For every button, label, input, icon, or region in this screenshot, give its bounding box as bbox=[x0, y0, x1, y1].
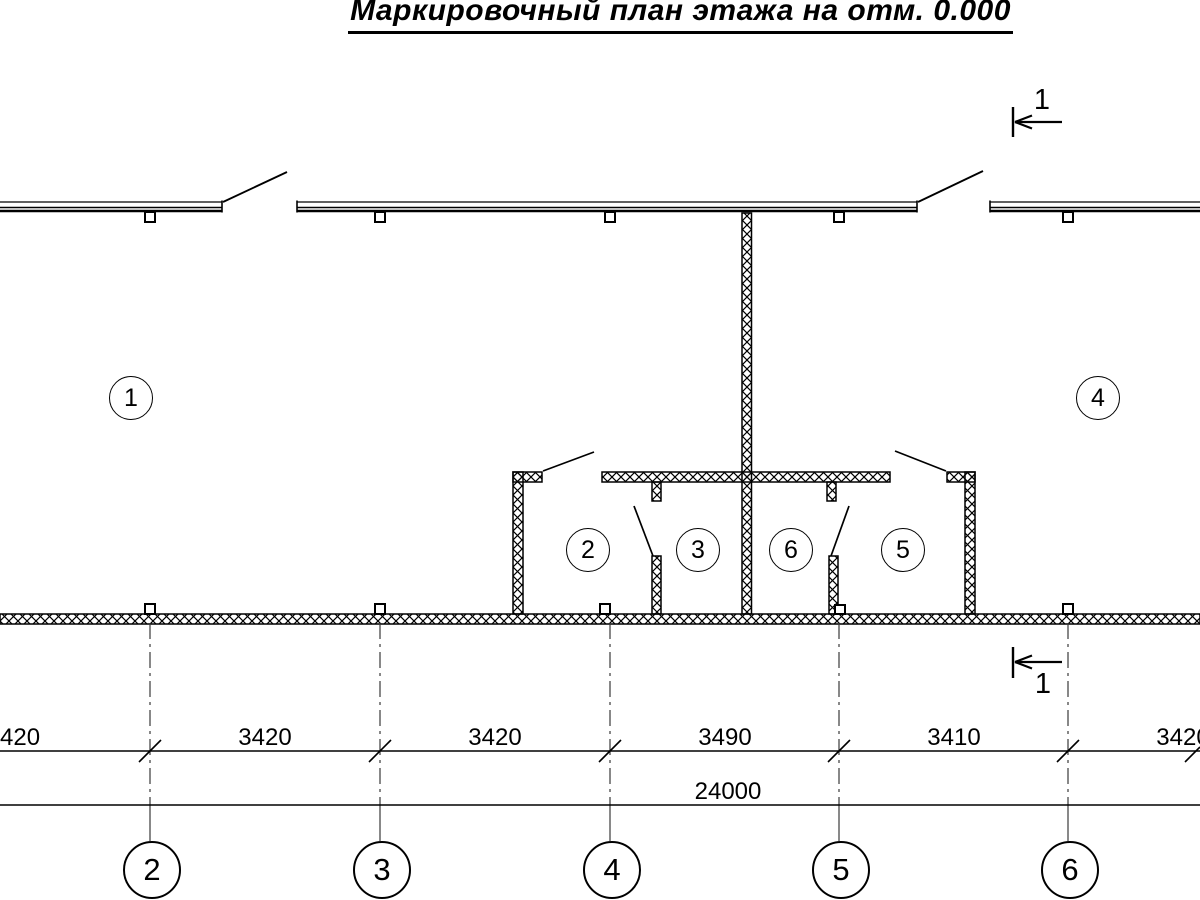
room-bubble-6: 6 bbox=[769, 528, 813, 572]
room2-west-wall bbox=[512, 471, 524, 615]
dim-label-3420-b: 3420 bbox=[468, 724, 522, 751]
room-label: 2 bbox=[581, 535, 595, 564]
dim-label-3410: 3410 bbox=[927, 724, 981, 751]
door-leaves-top-wall bbox=[222, 170, 984, 203]
section-label-bottom: 1 bbox=[1034, 668, 1052, 700]
axis-bubble-4: 4 bbox=[583, 841, 641, 899]
drawing-title: Маркировочный план этажа на отм. 0.000 bbox=[350, 0, 1011, 27]
dim-label-420: 420 bbox=[0, 724, 41, 751]
axis-label: 4 bbox=[603, 852, 621, 887]
dimension-ticks bbox=[138, 739, 1200, 763]
axis-label: 6 bbox=[1061, 852, 1079, 887]
column-markers-top bbox=[144, 211, 1074, 223]
column-markers-bottom bbox=[144, 603, 1074, 615]
dimension-line-segments bbox=[0, 739, 1200, 806]
dim-label-total-24000: 24000 bbox=[694, 778, 762, 805]
axis-bubble-3: 3 bbox=[353, 841, 411, 899]
axis-label: 5 bbox=[832, 852, 850, 887]
axis-lines bbox=[149, 623, 1069, 841]
room5-east-wall bbox=[964, 471, 976, 615]
dim-label-3420-a: 3420 bbox=[238, 724, 292, 751]
axis-label: 2 bbox=[143, 852, 161, 887]
room-label: 6 bbox=[784, 535, 798, 564]
axis-label: 3 bbox=[373, 852, 391, 887]
room-bubble-1: 1 bbox=[109, 376, 153, 420]
section-mark-top bbox=[1011, 107, 1062, 137]
partition-6-5-upper-stub bbox=[826, 481, 837, 502]
door-leaves-rooms bbox=[542, 450, 947, 557]
room-bubble-2: 2 bbox=[566, 528, 610, 572]
axis-bubble-5: 5 bbox=[812, 841, 870, 899]
room-label: 1 bbox=[124, 383, 138, 412]
room-label: 4 bbox=[1091, 383, 1105, 412]
top-wall bbox=[0, 200, 1200, 213]
dim-label-3420-c: 3420 bbox=[1156, 724, 1200, 751]
section-mark-bottom bbox=[1011, 647, 1062, 678]
dim-label-3490: 3490 bbox=[698, 724, 752, 751]
bottom-exterior-wall bbox=[0, 613, 1200, 625]
axis-bubble-2: 2 bbox=[123, 841, 181, 899]
room-label: 3 bbox=[691, 535, 705, 564]
partition-2-3-lower-stub bbox=[651, 555, 662, 615]
section-label-top: 1 bbox=[1033, 84, 1051, 116]
rooms-top-wall bbox=[601, 471, 891, 483]
partition-2-3-upper-stub bbox=[651, 481, 662, 502]
room-label: 5 bbox=[896, 535, 910, 564]
room-bubble-3: 3 bbox=[676, 528, 720, 572]
room-bubble-4: 4 bbox=[1076, 376, 1120, 420]
center-partition-wall bbox=[741, 212, 753, 615]
title-underline bbox=[348, 31, 1013, 34]
room-bubble-5: 5 bbox=[881, 528, 925, 572]
axis-bubble-6: 6 bbox=[1041, 841, 1099, 899]
